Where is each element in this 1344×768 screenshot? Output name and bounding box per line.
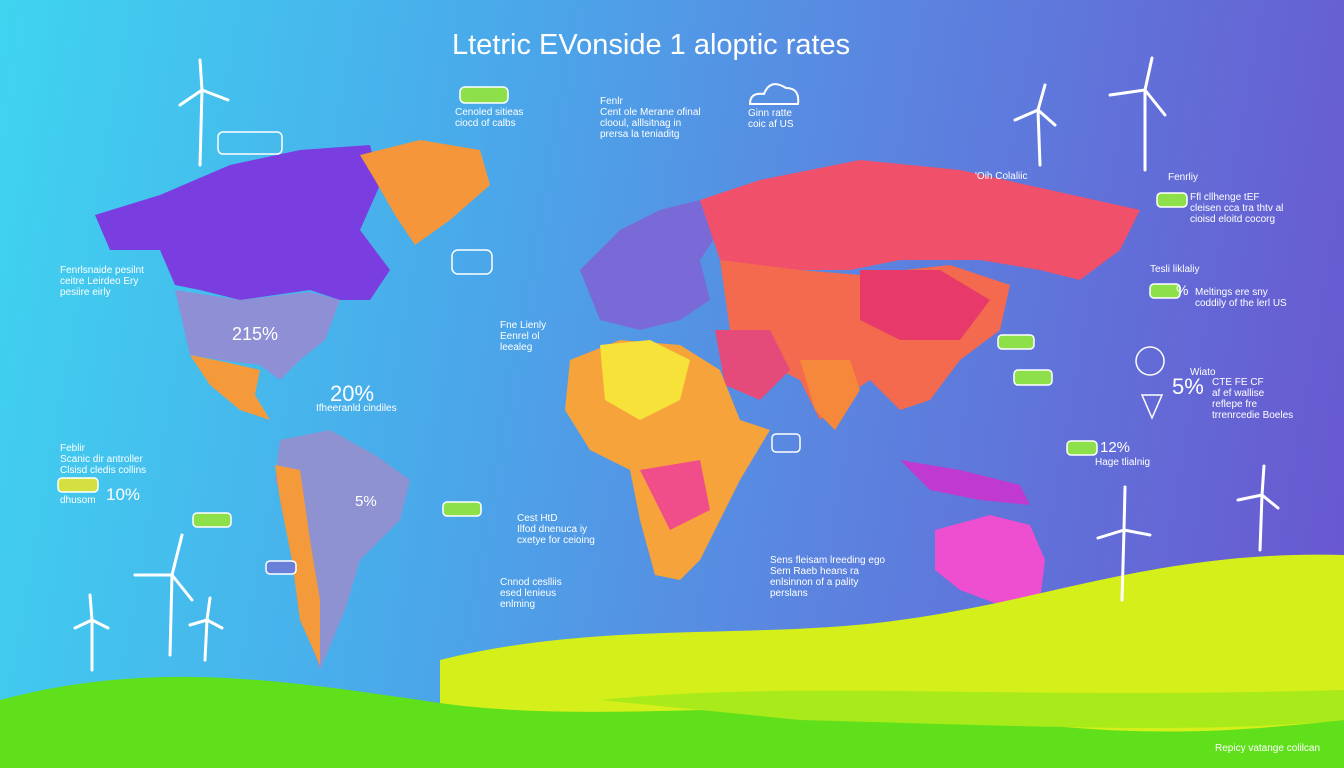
note-text: perslans: [770, 588, 808, 599]
india: [800, 360, 860, 430]
note-text: Sem Raeb heans ra: [770, 566, 859, 577]
note-text: ceitre Leirdeo Ery: [60, 276, 139, 287]
note-text: Ffl cllhenge tEF: [1190, 192, 1260, 203]
wind-turbines: [73, 56, 1280, 672]
africa-north: [600, 340, 690, 420]
cars: [57, 86, 1188, 575]
note-text: Cent ole Merane ofinal: [600, 107, 701, 118]
percentage-label: 20%: [330, 381, 375, 406]
percentage-label: 12%: [1100, 439, 1131, 456]
note-text: Sens fleisam lreeding ego: [770, 555, 886, 566]
note-text: dhusom: [60, 495, 96, 506]
note-text: reflepe fre: [1212, 399, 1258, 410]
note-text: Hage tlialnig: [1095, 457, 1151, 468]
note-text: Repicy vatange colilcan: [1215, 743, 1321, 754]
note-text: ciocd of calbs: [455, 118, 516, 129]
china: [860, 270, 990, 340]
note-text: enlming: [500, 599, 536, 610]
canada: [95, 145, 390, 300]
percentage-label: 5%: [355, 493, 377, 510]
hill-mid: [600, 690, 1344, 728]
africa-mid: [640, 460, 710, 530]
percentage-label: 215%: [232, 324, 279, 344]
note-text: trrenrcedie Boeles: [1212, 410, 1294, 421]
note-text: 'Oih Colaliic: [975, 171, 1028, 182]
note-text: Fenrlsnaide pesilnt: [60, 265, 144, 276]
note-text: Scanic dir antroller: [60, 454, 143, 465]
note-text: Ginn ratte: [748, 108, 792, 119]
note-text: Tesli liklaliy: [1150, 264, 1200, 275]
percentage-label: 5%: [1172, 374, 1204, 399]
australia: [935, 515, 1045, 605]
note-text: coic af US: [748, 119, 794, 130]
note-text: Clsisd cledis collins: [60, 465, 147, 476]
note-text: Feblir: [60, 443, 86, 454]
note-text: Meltings ere sny: [1195, 287, 1268, 298]
south-america-west: [275, 465, 320, 665]
indonesia: [900, 460, 1030, 505]
note-text: Wiato: [1190, 367, 1216, 378]
note-text: cioisd eloitd cocorg: [1190, 214, 1276, 225]
note-text: cleisen cca tra thtv al: [1190, 203, 1284, 214]
mexico: [190, 355, 270, 420]
note-text: coddily of the lerl US: [1195, 298, 1287, 309]
middle-east: [715, 330, 790, 400]
note-text: Cest HtD: [517, 513, 558, 524]
note-text: leealeg: [500, 342, 533, 353]
usa: [175, 290, 340, 380]
note-text: esed lenieus: [500, 588, 557, 599]
note-text: Fne Lienly: [500, 320, 547, 331]
greenland: [360, 140, 490, 245]
europe: [580, 200, 720, 330]
cloud-icon: [748, 83, 800, 105]
note-text: af ef wallise: [1212, 388, 1265, 399]
note-text: Eenrel ol: [500, 331, 540, 342]
note-text: Fenlr: [600, 96, 623, 107]
percentage-label: 10%: [106, 485, 141, 504]
percentage-label: %: [1176, 282, 1189, 298]
note-text: clooul, alllsitnag in: [600, 118, 682, 129]
note-text: cxetye for ceioing: [517, 535, 595, 546]
title: Ltetric EVonside 1 aloptic rates: [452, 29, 851, 61]
note-text: Cenoled sitieas: [455, 107, 524, 118]
note-text: prersa la teniaditg: [600, 129, 680, 140]
note-text: Ifheeranld cindiles: [316, 403, 397, 414]
note-text: CTE FE CF: [1212, 377, 1264, 388]
note-text: enlsinnon of a pality: [770, 577, 859, 588]
note-text: pesiire eirly: [60, 287, 111, 298]
hill-front: [0, 676, 1344, 768]
russia: [700, 160, 1140, 280]
note-text: Ilfod dnenuca iy: [517, 524, 588, 535]
note-text: Fenrliy: [1168, 172, 1199, 183]
note-text: Cnnod ceslliis: [500, 577, 562, 588]
